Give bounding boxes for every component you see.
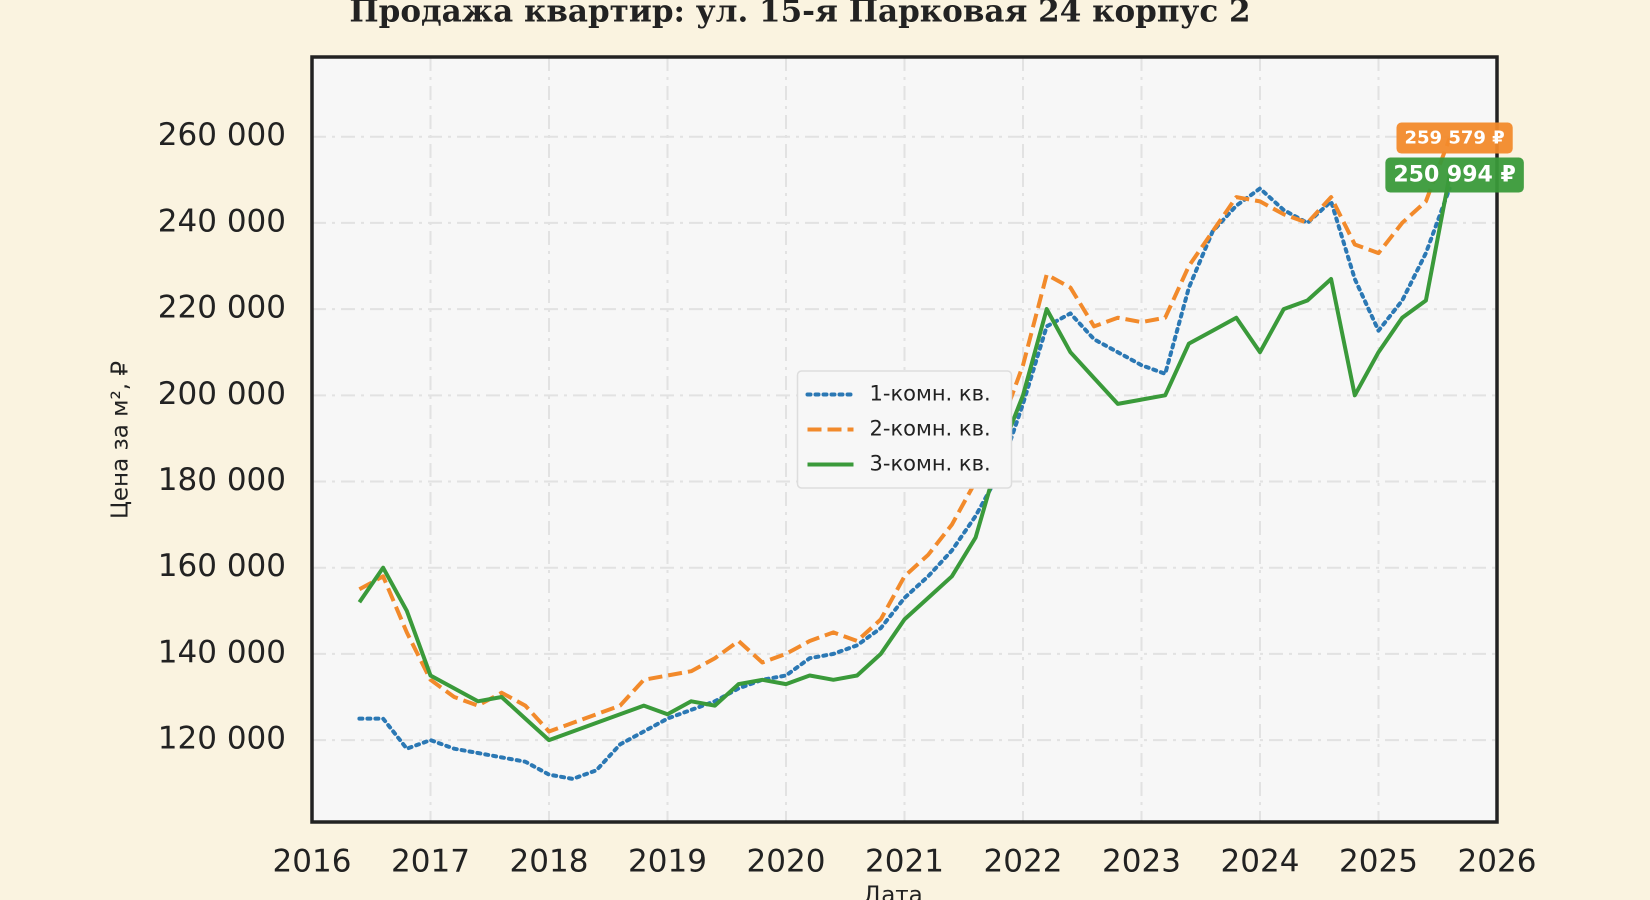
legend-box <box>796 370 1013 489</box>
y-tick-label: 120 000 <box>158 721 286 757</box>
y-tick-label: 140 000 <box>158 634 286 670</box>
y-tick-label: 240 000 <box>158 203 286 239</box>
series-line <box>357 175 1452 743</box>
series-line <box>358 137 1452 734</box>
value-badge: 259 579 ₽ <box>1396 122 1513 154</box>
y-tick-label: 200 000 <box>158 376 286 412</box>
x-axis-label: Дата <box>863 883 923 900</box>
badge-box <box>1385 157 1524 193</box>
badge-label: 250 994 ₽ <box>1393 163 1515 188</box>
y-axis-label: Цена за м², ₽ <box>108 361 134 519</box>
chart-title: Продажа квартир: ул. 15-я Парковая 24 ко… <box>349 0 1250 30</box>
series-line <box>357 186 1452 781</box>
y-tick-label: 260 000 <box>158 117 286 153</box>
x-tick-label: 2020 <box>747 844 826 880</box>
x-tick-label: 2019 <box>628 844 707 880</box>
x-tick-label: 2022 <box>984 844 1063 880</box>
legend-label: 2-комн. кв. <box>870 417 991 441</box>
x-tick-label: 2016 <box>273 844 352 880</box>
y-tick-label: 160 000 <box>158 548 286 584</box>
legend: 1-комн. кв. 2-комн. кв. 3-комн. кв. <box>796 370 1013 489</box>
x-tick-label: 2017 <box>391 844 470 880</box>
y-tick-label: 220 000 <box>158 290 286 326</box>
x-tick-label: 2025 <box>1339 844 1418 880</box>
x-tick-label: 2023 <box>1102 844 1181 880</box>
x-tick-label: 2024 <box>1221 844 1300 880</box>
y-tick-label: 180 000 <box>158 462 286 498</box>
x-tick-label: 2018 <box>510 844 589 880</box>
plot-frame <box>310 55 1499 824</box>
badge-box <box>1396 122 1513 154</box>
x-tick-label: 2021 <box>865 844 944 880</box>
value-badge: 250 994 ₽ <box>1385 157 1524 193</box>
legend-label: 3-комн. кв. <box>870 452 991 476</box>
badge-label: 259 579 ₽ <box>1404 128 1504 149</box>
legend-label: 1-комн. кв. <box>870 382 991 406</box>
x-tick-label: 2026 <box>1458 844 1537 880</box>
